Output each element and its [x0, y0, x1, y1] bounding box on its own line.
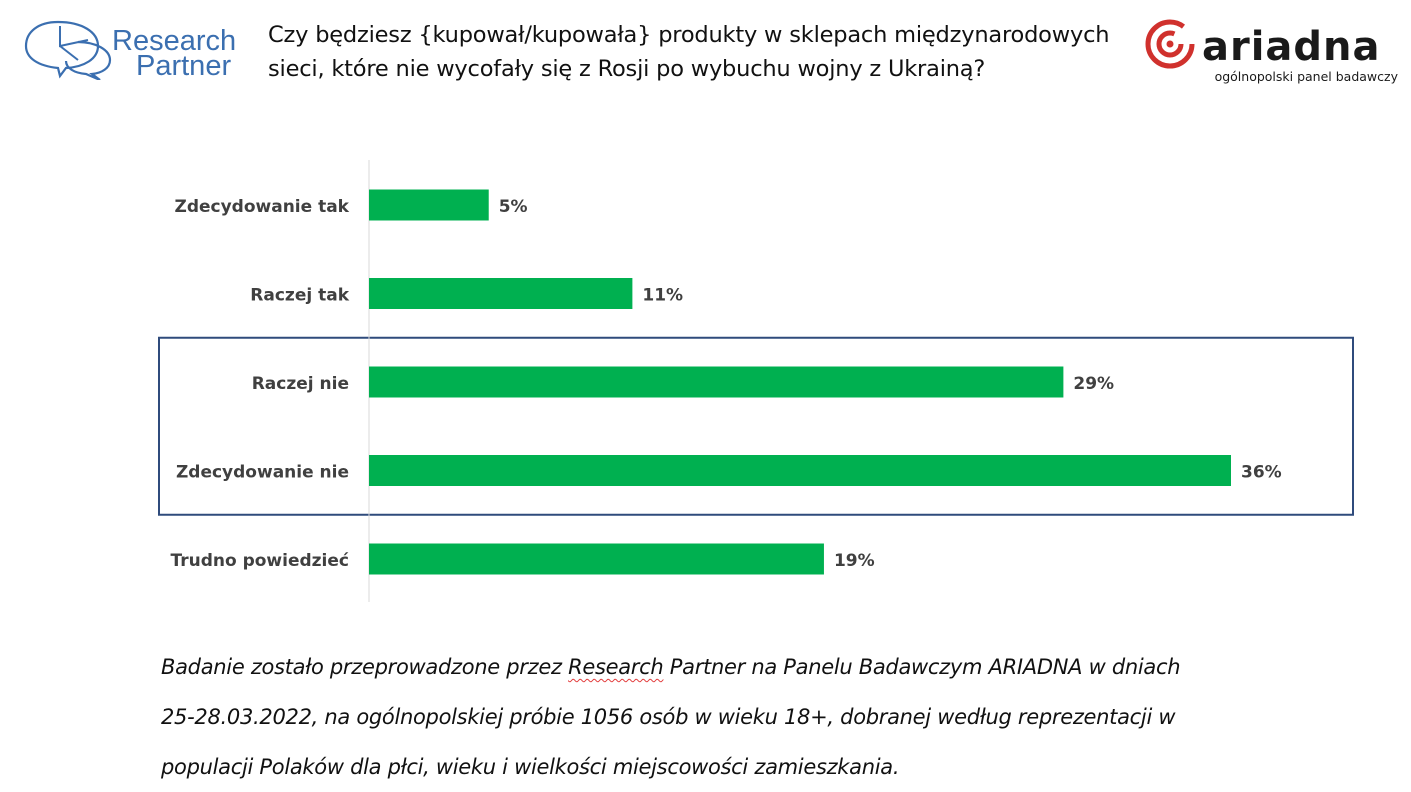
- research-partner-logo: Research Partner: [20, 14, 240, 82]
- highlight-box: [158, 336, 1354, 516]
- data-label-trudno-powiedziec: 19%: [834, 551, 875, 571]
- question-line-1: Czy będziesz {kupował/kupowała} produkty…: [268, 22, 1110, 48]
- bar-zdecydowanie-tak: [369, 189, 489, 221]
- category-label-zdecydowanie-tak: Zdecydowanie tak: [175, 197, 350, 217]
- data-label-raczej-tak: 11%: [642, 286, 683, 306]
- question-line-2: sieci, które nie wycofały się z Rosji po…: [268, 56, 986, 82]
- ariadna-logo: ariadna ogólnopolski panel badawczy: [1140, 14, 1402, 88]
- bar-raczej-tak: [369, 278, 633, 309]
- question-title: Czy będziesz {kupował/kupowała} produkty…: [268, 18, 1128, 86]
- footnote-line-1-end: Partner na Panelu Badawczym ARIADNA w dn…: [663, 655, 1181, 679]
- category-label-raczej-nie: Raczej nie: [252, 374, 349, 394]
- ariadna-logo-tagline: ogólnopolski panel badawczy: [1215, 69, 1399, 84]
- methodology-note: Badanie zostało przeprowadzone przez Res…: [161, 642, 1361, 792]
- category-label-trudno-powiedziec: Trudno powiedzieć: [171, 551, 350, 571]
- data-label-zdecydowanie-tak: 5%: [499, 197, 528, 217]
- category-label-raczej-tak: Raczej tak: [250, 286, 349, 306]
- data-label-raczej-nie: 29%: [1073, 374, 1114, 394]
- footnote-line-1-start: Badanie zostało przeprowadzone przez: [161, 655, 569, 679]
- footnote-line-2: 25-28.03.2022, na ogólnopolskiej próbie …: [161, 705, 1176, 729]
- spellcheck-marked-word: Research: [568, 655, 664, 679]
- speech-bubbles-icon: Research Partner: [24, 20, 236, 82]
- footnote-line-1: Badanie zostało przeprowadzone przez Res…: [161, 642, 1361, 692]
- bar-zdecydowanie-nie: [369, 455, 1231, 486]
- ariadna-spiral-icon: [1145, 19, 1195, 69]
- bar-trudno-powiedziec: [369, 543, 824, 575]
- bar-chart: Zdecydowanie tak 5% Raczej tak 11% Raczej ni…: [158, 160, 1354, 602]
- rp-logo-line1: Research: [112, 25, 236, 57]
- ariadna-logo-name: ariadna: [1202, 24, 1381, 70]
- data-label-zdecydowanie-nie: 36%: [1241, 463, 1282, 483]
- category-label-zdecydowanie-nie: Zdecydowanie nie: [176, 463, 349, 483]
- footnote-line-3: populacji Polaków dla płci, wieku i wiel…: [161, 755, 900, 779]
- rp-logo-line2: Partner: [136, 50, 231, 80]
- bar-raczej-nie: [369, 366, 1064, 398]
